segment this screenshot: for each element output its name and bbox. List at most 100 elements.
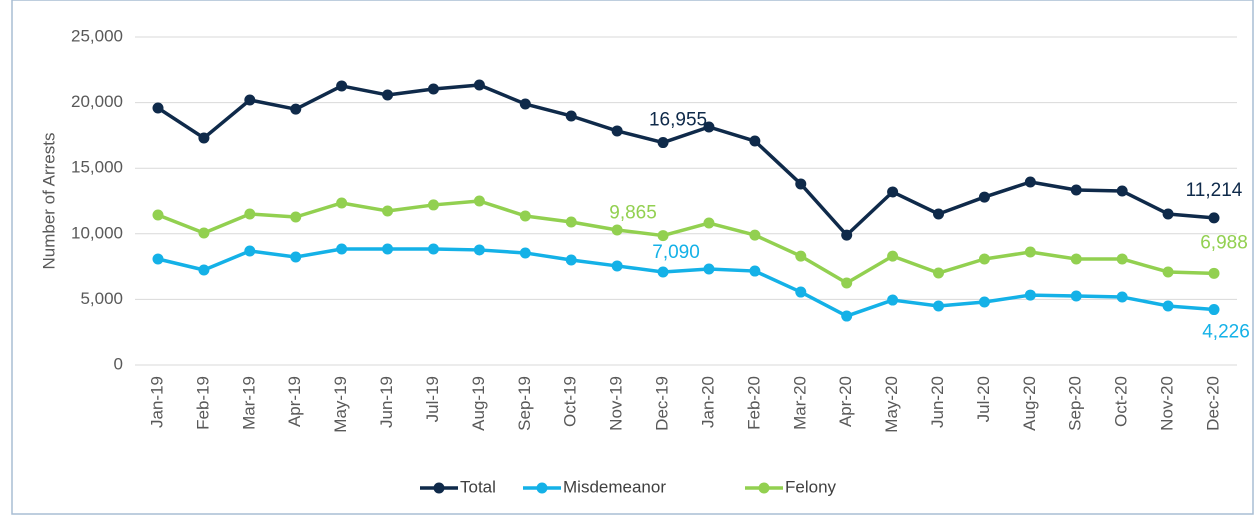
data-point [565,254,577,266]
x-tick-label: Jan-20 [698,376,717,428]
data-point [703,263,715,275]
data-point [198,264,210,276]
data-point [1116,291,1128,303]
x-tick-label: Dec-20 [1203,376,1222,431]
x-tick-label: Jan-19 [147,376,166,428]
legend-marker [758,482,770,494]
y-tick-label: 20,000 [71,92,123,111]
x-tick-label: Mar-20 [790,376,809,430]
data-point [933,208,945,220]
data-point [1070,290,1082,302]
series-line [157,83,1215,237]
data-point [427,83,439,95]
data-point [244,208,256,220]
y-tick-label: 15,000 [71,158,123,177]
x-tick-label: Sep-19 [515,376,534,431]
data-point [427,199,439,211]
x-tick-label: Jun-20 [928,376,947,428]
x-tick-label: Jun-19 [377,376,396,428]
chart-frame [11,0,1254,515]
x-tick-label: Mar-19 [239,376,258,430]
data-point [978,253,990,265]
x-tick-label: Apr-19 [285,376,304,427]
x-tick-label: May-19 [331,376,350,433]
data-point [473,195,485,207]
data-point [382,205,394,217]
x-tick-label: Apr-20 [836,376,855,427]
data-point [611,224,623,236]
data-point [244,245,256,257]
data-point [519,98,531,110]
x-tick-label: Feb-20 [744,376,763,430]
data-point [795,286,807,298]
data-point [244,94,256,106]
data-label: 4,226 [1202,322,1250,343]
data-point [198,132,210,144]
legend-label: Total [460,477,496,496]
data-point [795,178,807,190]
data-point [841,229,853,241]
data-point [749,265,761,277]
x-tick-label: Jul-20 [974,376,993,422]
data-point [565,216,577,228]
data-point [519,210,531,222]
data-point [565,110,577,122]
data-label: 6,988 [1200,232,1248,253]
x-tick-label: Aug-20 [1020,376,1039,431]
y-tick-label: 5,000 [80,289,123,308]
data-point [290,251,302,263]
x-tick-label: Aug-19 [469,376,488,431]
data-point [749,229,761,241]
data-point [1070,253,1082,265]
legend-marker [433,482,445,494]
data-point [657,137,669,149]
y-axis-label: Number of Arrests [39,133,58,270]
data-point [152,209,164,221]
data-point [1162,300,1174,312]
x-tick-label: May-20 [882,376,901,433]
data-point [1024,246,1036,258]
data-point [382,89,394,101]
y-tick-label: 25,000 [71,26,123,45]
data-point [749,135,761,147]
data-point [473,79,485,91]
data-point [1024,176,1036,188]
data-point [198,227,210,239]
data-point [1116,253,1128,265]
data-point [933,300,945,312]
data-label: 16,955 [649,110,707,131]
data-point [841,310,853,322]
data-label: 9,865 [609,203,657,224]
x-tick-label: Oct-19 [561,376,580,427]
data-point [703,121,715,133]
data-point [152,102,164,114]
data-point [933,267,945,279]
data-point [336,80,348,92]
data-point [1208,267,1220,279]
x-tick-label: Feb-19 [193,376,212,430]
x-tick-label: Oct-20 [1112,376,1131,427]
legend-label: Misdemeanor [563,477,666,496]
data-point [473,244,485,256]
y-tick-label: 0 [114,354,123,373]
data-point [1208,212,1220,224]
data-point [1070,184,1082,196]
x-tick-label: Nov-20 [1158,376,1177,431]
data-point [611,260,623,272]
data-point [978,191,990,203]
data-point [657,266,669,278]
data-point [703,217,715,229]
series-line [157,199,1215,285]
data-point [427,243,439,255]
data-point [795,250,807,262]
legend-label: Felony [785,477,837,496]
series-line [157,247,1215,318]
data-point [1116,185,1128,197]
data-label: 7,090 [652,242,700,263]
data-point [290,103,302,115]
legend-marker [536,482,548,494]
data-point [611,125,623,137]
y-tick-label: 10,000 [71,223,123,242]
data-point [841,277,853,289]
